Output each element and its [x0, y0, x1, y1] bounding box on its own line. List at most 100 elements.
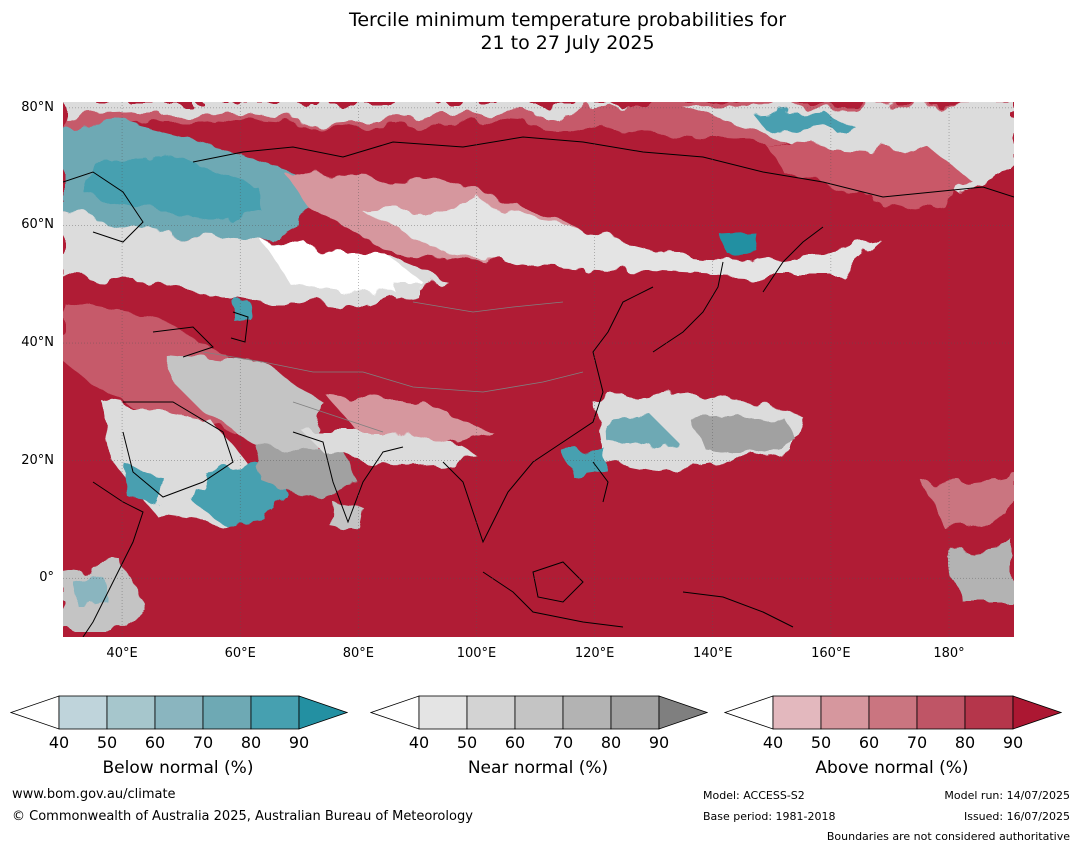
footer-model: Model: ACCESS-S2 — [703, 789, 805, 802]
lon-label-40: 40°E — [106, 646, 138, 661]
boundary-2 — [412, 301, 564, 313]
footer-website: www.bom.gov.au/climate — [12, 787, 176, 802]
colorbar-near-segment-60 — [514, 695, 564, 730]
patch-white-band — [263, 242, 423, 297]
coast-philippines — [592, 461, 609, 503]
colorbar-above-tick-80: 80 — [954, 733, 976, 752]
footer-copyright: © Commonwealth of Australia 2025, Austra… — [12, 809, 473, 824]
colorbar-near-min-extend — [370, 695, 420, 730]
lat-label-0: 0° — [39, 570, 54, 586]
footer-base-period: Base period: 1981-2018 — [703, 810, 836, 823]
patch-south-pacific-near — [943, 542, 1014, 602]
speck-mongolia-near — [393, 282, 423, 300]
probability-specks — [73, 282, 423, 607]
boundary-1 — [202, 351, 584, 393]
boundary-3 — [292, 401, 384, 433]
colorbar-near-title: Near normal (%) — [467, 758, 609, 778]
patch-pacific-near-dark — [693, 417, 798, 454]
coast-black-caspian — [152, 311, 249, 358]
patch-pacific-blue — [603, 417, 673, 447]
coast-scandinavia — [63, 171, 144, 243]
colorbar-below-tick-70: 70 — [192, 733, 214, 752]
map-title: Tercile minimum temperature probabilitie… — [0, 9, 1081, 55]
colorbar-above-segment-50 — [820, 695, 870, 730]
lon-label-140: 140°E — [692, 646, 733, 661]
colorbar-below-title: Below normal (%) — [102, 758, 254, 778]
colorbar-near-tick-60: 60 — [504, 733, 526, 752]
coast-kamchatka — [762, 226, 824, 293]
colorbar-below — [10, 695, 348, 730]
colorbar-below-tick-40: 40 — [48, 733, 70, 752]
colorbar-above-max-extend — [1012, 695, 1062, 730]
footer-model-run: Model run: 14/07/2025 — [944, 789, 1070, 802]
colorbar-near-max-extend — [658, 695, 708, 730]
lat-label-40: 40°N — [21, 335, 54, 351]
map-canvas — [63, 102, 1014, 637]
country-boundaries — [202, 301, 584, 433]
patch-okhotsk-blue — [718, 230, 758, 254]
colorbar-below-tick-60: 60 — [144, 733, 166, 752]
colorbar-above-segment-40 — [772, 695, 822, 730]
colorbar-below-tick-90: 90 — [288, 733, 310, 752]
colorbar-near-segment-70 — [562, 695, 612, 730]
title-line-1: Tercile minimum temperature probabilitie… — [348, 9, 787, 31]
lat-label-60: 60°N — [21, 217, 54, 233]
probability-patches — [63, 102, 1014, 632]
colorbar-above-tick-60: 60 — [858, 733, 880, 752]
coast-borneo — [532, 561, 584, 603]
lon-label-160: 160°E — [811, 646, 851, 661]
probability-map — [63, 102, 1014, 637]
colorbar-below-segment-60 — [154, 695, 204, 730]
colorbar-near-tick-50: 50 — [456, 733, 478, 752]
colorbar-above-tick-70: 70 — [906, 733, 928, 752]
lon-label-180: 180° — [933, 646, 965, 661]
colorbar-near-tick-70: 70 — [552, 733, 574, 752]
colorbar-above-min-extend — [724, 695, 774, 730]
colorbar-near-segment-50 — [466, 695, 516, 730]
colorbar-above-title: Above normal (%) — [815, 758, 969, 778]
colorbar-near-tick-40: 40 — [408, 733, 430, 752]
lon-label-100: 100°E — [456, 646, 497, 661]
coast-se-asia — [442, 286, 654, 544]
patch-bay-near — [253, 442, 363, 497]
colorbar-above-tick-90: 90 — [1002, 733, 1024, 752]
patch-europe-blue-core — [83, 157, 263, 222]
speck-india-near — [331, 502, 363, 532]
coast-sumatra-java — [482, 571, 624, 628]
patch-middle-east-near — [163, 352, 323, 452]
coastlines — [63, 136, 1014, 637]
colorbar-above-segment-80 — [964, 695, 1014, 730]
patch-arctic-near — [63, 102, 623, 122]
lon-label-80: 80°E — [342, 646, 374, 661]
colorbar-near-tick-80: 80 — [600, 733, 622, 752]
graticule — [63, 102, 1014, 637]
lat-label-20: 20°N — [21, 452, 54, 468]
lat-label-80: 80°N — [21, 99, 54, 115]
colorbar-below-min-extend — [10, 695, 60, 730]
colorbar-below-tick-80: 80 — [240, 733, 262, 752]
title-line-2: 21 to 27 July 2025 — [480, 32, 655, 54]
colorbar-above-segment-60 — [868, 695, 918, 730]
colorbar-above — [724, 695, 1062, 730]
coast-arctic — [192, 136, 1014, 198]
colorbar-near — [370, 695, 708, 730]
lon-label-60: 60°E — [224, 646, 256, 661]
coast-new-guinea — [682, 591, 794, 628]
colorbar-above-tick-40: 40 — [762, 733, 784, 752]
footer-issued: Issued: 16/07/2025 — [963, 810, 1070, 823]
coast-japan — [652, 261, 724, 353]
speck-caspian-blue — [233, 300, 251, 322]
patch-east-pacific-light — [923, 472, 1014, 527]
coast-india — [292, 431, 404, 524]
patch-east-siberia — [763, 142, 973, 212]
patch-beaufort-blue — [753, 110, 853, 132]
patch-siberia-near — [363, 202, 883, 277]
colorbar-above-segment-70 — [916, 695, 966, 730]
colorbar-below-max-extend — [298, 695, 348, 730]
colorbar-near-tick-90: 90 — [648, 733, 670, 752]
colorbar-below-segment-40 — [58, 695, 108, 730]
coast-africa-east — [82, 481, 144, 637]
coast-arabia — [122, 401, 234, 498]
colorbar-below-segment-80 — [250, 695, 300, 730]
colorbar-near-segment-40 — [418, 695, 468, 730]
